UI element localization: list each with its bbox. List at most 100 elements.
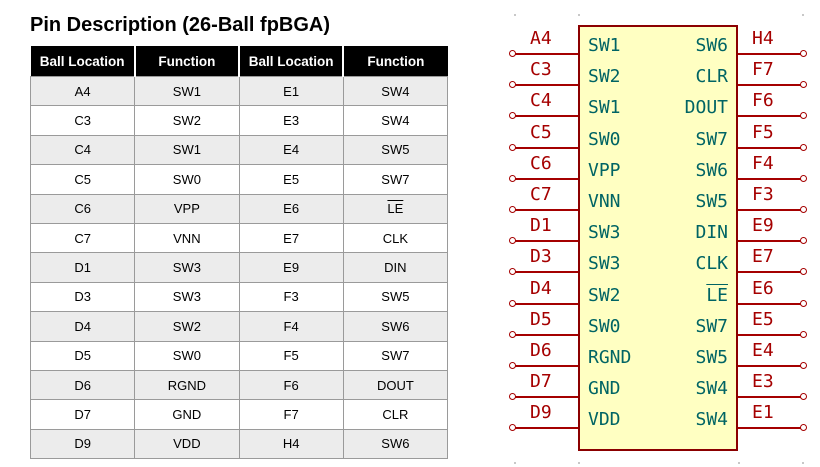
pin-wire [738,146,802,149]
pin-name: SW3 [588,253,621,275]
pin-number: F5 [752,121,774,143]
grid-dot [514,14,516,16]
pin-wire [738,84,802,87]
pin-wire [514,53,578,55]
pin-wire [738,271,802,274]
cell-ball-location: E3 [238,105,344,136]
pin-number: E1 [752,402,774,424]
pin-name: DIN [695,222,728,244]
pin-wire [738,177,802,180]
pin-f5: F5 SW7 [500,121,820,151]
cell-function: SW5 [342,134,449,166]
pin-number: D3 [530,246,552,268]
pin-name: SW7 [695,128,728,150]
pin-number: C3 [530,59,552,81]
pin-wire [738,115,802,118]
table-body: A4 SW1 E1 SW4 C3 SW2 E3 SW4 C4 SW1 E4 SW5 C5 SW0 E5 SW7… [29,75,449,460]
pin-wire [514,302,578,305]
cell-function: GND [134,399,240,430]
table-row: C3 SW2 E3 SW4 [29,105,449,136]
pin-number: C7 [530,184,552,205]
pin-d7: D7 GND [500,370,820,401]
pin-endpoint [800,268,807,276]
pin-wire [514,209,578,211]
pin-wire [738,209,802,211]
cell-function: LE [342,193,449,224]
pin-name: SW6 [695,35,728,56]
pin-c4: C4 SW1 [500,89,820,120]
cell-function: DOUT [342,369,449,401]
pin-endpoint [509,362,516,369]
pin-wire [738,240,802,243]
pin-number: E6 [752,277,774,299]
pin-e3: E3 SW4 [500,370,820,401]
pin-name: SW0 [588,128,621,150]
pin-number: E5 [752,308,774,330]
pin-wire [514,427,578,430]
pin-endpoint [509,50,516,57]
table-row: A4 SW1 E1 SW4 [29,75,449,107]
table-row: D3 SW3 F3 SW5 [29,281,449,313]
pin-number: D1 [530,215,552,237]
pin-endpoint [509,237,516,245]
pin-wire [514,240,578,243]
cell-function: SW5 [342,281,449,313]
pin-f3: F3 SW5 [500,183,820,213]
pin-endpoint [800,393,807,401]
pin-wire [738,427,802,430]
grid-dot [802,462,804,464]
pin-number: E4 [752,340,774,361]
pin-endpoint [509,143,516,151]
pin-endpoint [800,237,807,245]
pin-wire [514,396,578,399]
cell-ball-location: F3 [238,281,344,313]
pin-e7: E7 CLK [500,245,820,276]
pin-f7: F7 CLR [500,58,820,89]
cell-ball-location: C6 [29,193,136,224]
cell-function: SW6 [342,311,449,342]
pin-number: E9 [752,215,774,237]
cell-function: VDD [134,428,240,460]
cell-function: RGND [134,369,240,401]
pin-e5: E5 SW7 [500,308,820,338]
cell-function: SW1 [134,75,240,107]
cell-function: SW3 [134,252,240,283]
pin-wire [738,365,802,367]
pin-wire [514,84,578,87]
pin-wire [514,333,578,336]
cell-ball-location: E9 [238,252,344,283]
pin-name: SW1 [588,97,621,119]
cell-ball-location: F6 [238,369,344,401]
pin-a4: A4 SW1 [500,27,820,57]
symbol-body [578,25,738,451]
pin-number: C5 [530,121,552,143]
pin-number: F6 [752,90,774,112]
table-header-row: Ball Location Function Ball Location Fun… [30,46,448,77]
pin-wire [514,271,578,274]
cell-function: SW0 [134,164,240,195]
col-header-function-1: Function [134,46,241,77]
pin-endpoint [509,393,516,401]
pin-endpoint [800,112,807,120]
pin-name: SW5 [695,191,728,212]
pin-wire [738,53,802,55]
cell-ball-location: E6 [238,193,344,224]
table-row: C5 SW0 E5 SW7 [29,164,449,195]
cell-function: DIN [342,252,449,283]
cell-function: CLR [342,399,449,430]
pin-number: D9 [530,402,552,424]
pin-endpoint [800,299,807,307]
pin-e1: E1 SW4 [500,401,820,432]
pin-name: GND [588,378,621,400]
pin-endpoint [800,206,807,213]
cell-ball-location: E5 [238,164,344,195]
pin-d9: D9 VDD [500,401,820,432]
col-header-ball-location-2: Ball Location [239,46,345,77]
grid-dot [802,14,804,16]
pin-name: RGND [588,347,632,368]
pin-wire [514,146,578,149]
cell-ball-location: D6 [29,369,136,401]
pin-number: F3 [752,184,774,205]
pin-d1: D1 SW3 [500,214,820,245]
cell-function: VNN [134,222,240,254]
